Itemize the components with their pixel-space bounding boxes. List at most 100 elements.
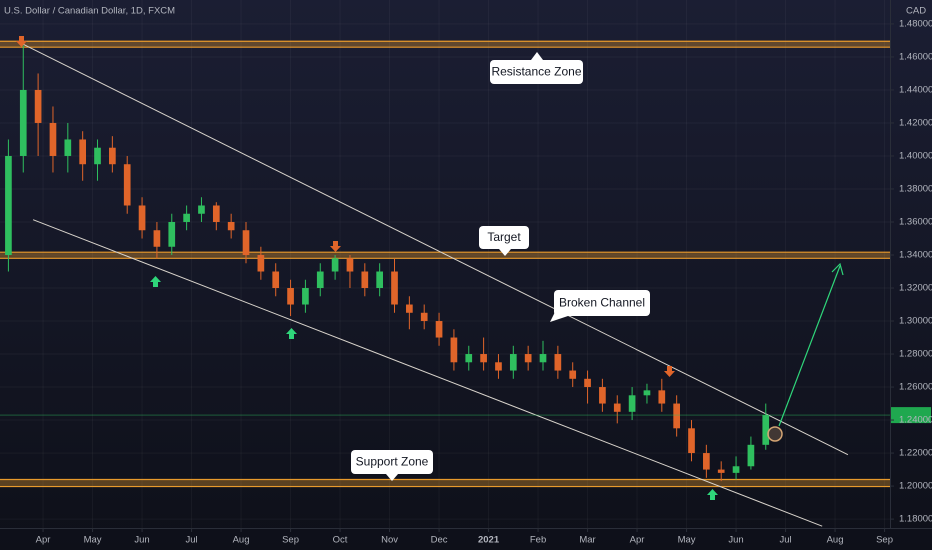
trendline [21,43,849,456]
candle-body [198,205,205,214]
candle-body [643,390,651,396]
y-tick-label: 1.20000 [899,481,932,492]
callout-label: Broken Channel [559,296,645,310]
candle-body [539,354,547,363]
y-tick-label: 1.18000 [899,514,932,525]
y-tick-label: 1.46000 [899,51,932,62]
candle-body [406,304,413,313]
up-arrow [707,489,718,500]
callout-box [479,226,529,249]
candle-body [703,453,710,470]
y-tick-label: 1.48000 [899,18,932,29]
y-tick-label: 1.36000 [899,217,932,228]
candle-body [391,271,398,305]
candle-body [361,271,369,289]
candle-body [212,205,220,222]
candle-body [599,387,606,404]
breakout-circle [767,426,783,442]
up-arrow [286,328,297,339]
candle-body [5,155,12,256]
trendline [32,219,823,527]
candle-body [554,354,562,371]
x-tick-label: Jun [134,535,149,546]
candle-body [227,221,235,231]
x-tick-label: Apr [630,535,645,546]
callout-tail [531,52,543,60]
candle-body [569,370,577,379]
zone-band [0,41,890,48]
candle-body [346,258,354,272]
x-tick-label: Mar [579,535,595,546]
candle-body [272,271,280,289]
projection-arrowhead [831,262,844,276]
y-tick-label: 1.40000 [899,150,932,161]
callout-label: Support Zone [356,455,429,469]
grid [0,0,890,528]
candles [0,45,931,482]
callout-box [490,60,583,84]
y-tick-label: 1.38000 [899,183,932,194]
candle-body [465,354,473,363]
x-tick-label: Aug [827,535,844,546]
candle-body [747,444,755,467]
y-tick-label: 1.34000 [899,250,932,261]
x-tick-label: Apr [36,535,51,546]
y-tick-label: 1.26000 [899,382,932,393]
y-tick-label: 1.44000 [899,84,932,95]
axes: 1.18000 1.20000 1.22000 1.24000 1.26000 1.280… [36,18,932,545]
last-price-marker [891,407,931,424]
zone-band [0,479,890,487]
y-tick-label: 1.30000 [899,316,932,327]
candle-body [316,271,324,289]
candle-body [376,271,384,289]
candle-body [628,395,636,412]
x-tick-label: May [678,535,696,546]
candle-body [495,362,502,371]
callout: Resistance Zone [490,52,583,84]
candle-body [613,403,621,412]
y-tick-label: 1.32000 [899,283,932,294]
callout: Support Zone [351,450,433,481]
y-tick-label: 1.28000 [899,349,932,360]
zone-band [0,252,890,259]
candle-body [524,354,532,363]
down-arrow [16,36,27,47]
candle-body [302,288,309,305]
candle-body [509,354,517,371]
x-tick-label: Aug [233,535,250,546]
x-tick-label: 2021 [478,535,500,546]
callout: Broken Channel [550,290,650,322]
x-tick-label: Feb [530,535,546,546]
candle-body [287,288,294,305]
candle-body [242,230,250,256]
candle-body [109,147,116,165]
candle-body [584,378,591,388]
candle-body [123,164,131,206]
y-axis-label: CAD [906,6,926,17]
projection-arrow [778,265,841,427]
candle-body [94,147,101,165]
candle-body [732,466,740,473]
callout-box [554,290,650,316]
candle-body [658,390,666,404]
callout-box [351,450,433,474]
bottom-arrows [150,276,718,500]
candle-body [435,321,443,338]
chart-title: U.S. Dollar / Canadian Dollar, 1D, FXCM [4,6,175,17]
candle-body [79,139,87,165]
y-tick-label: 1.24000 [899,415,932,426]
candle-body [168,221,176,247]
candle-body [64,139,72,156]
down-arrow [330,241,341,252]
top-arrows [16,36,675,377]
trendlines [21,43,849,527]
x-tick-label: May [84,535,102,546]
y-tick-label: 1.42000 [899,117,932,128]
candle-body [34,89,42,123]
x-tick-label: Jun [728,535,743,546]
candle-body [49,122,57,156]
candle-body [331,258,339,272]
